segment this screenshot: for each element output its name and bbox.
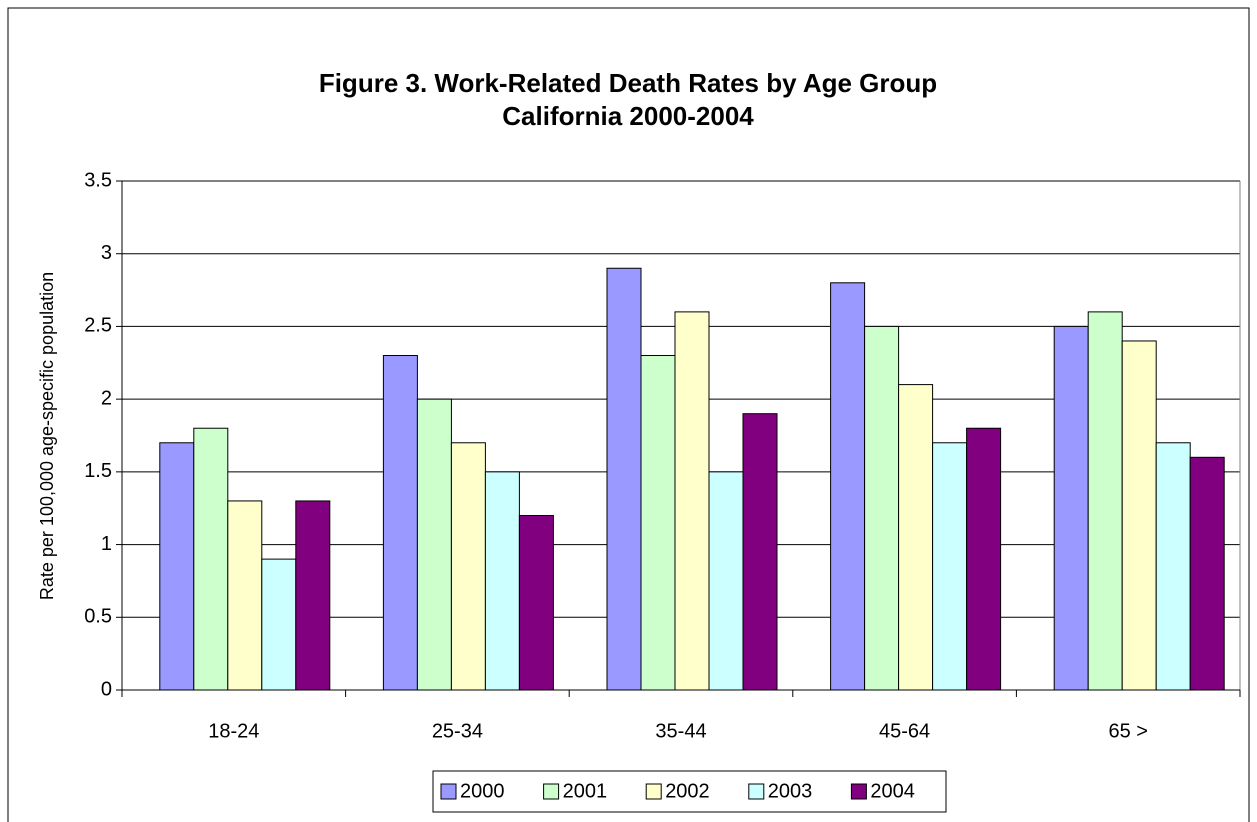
y-tick-label: 1 [101,533,112,555]
y-tick-label: 3 [101,242,112,264]
bar [640,355,676,691]
legend-label: 2000 [460,780,505,802]
x-tick-label: 35-44 [655,720,706,742]
legend-label: 2004 [870,780,915,802]
legend-swatch [748,783,765,800]
bar [742,413,778,691]
y-axis-label: Rate per 100,000 age-specific population [37,272,57,600]
legend-swatch [850,783,867,800]
x-tick-label: 25-34 [432,720,483,742]
bar [708,471,744,691]
bar [1189,456,1225,691]
x-tick-label: 65 > [1108,720,1147,742]
bar [382,355,418,691]
bar [416,398,452,691]
bar [932,442,968,691]
bar [864,325,900,691]
bar [898,384,934,691]
bar [830,282,866,691]
y-tick-label: 2.5 [84,315,112,337]
bar [674,311,710,691]
legend-label: 2002 [665,780,710,802]
bar [159,442,195,691]
bar [1155,442,1191,691]
legend-swatch [440,783,457,800]
bar [1121,340,1157,691]
x-tick-label: 18-24 [208,720,259,742]
legend-label: 2003 [768,780,813,802]
bar [295,500,331,691]
bar [193,427,229,691]
chart-subtitle: California 2000-2004 [502,101,754,131]
legend-swatch [543,783,560,800]
bar [518,514,554,691]
bar [606,267,642,691]
bar [1087,311,1123,691]
y-tick-label: 0 [101,678,112,700]
y-tick-label: 0.5 [84,606,112,628]
x-tick-label: 45-64 [879,720,930,742]
bar [450,442,486,691]
bar [227,500,263,691]
bar [261,558,297,691]
bar [1053,325,1089,691]
bar [966,427,1002,691]
y-tick-label: 2 [101,387,112,409]
y-tick-label: 3.5 [84,169,112,191]
y-tick-label: 1.5 [84,460,112,482]
bar [484,471,520,691]
chart-title: Figure 3. Work-Related Death Rates by Ag… [319,68,937,98]
legend-label: 2001 [563,780,608,802]
legend-swatch [645,783,662,800]
